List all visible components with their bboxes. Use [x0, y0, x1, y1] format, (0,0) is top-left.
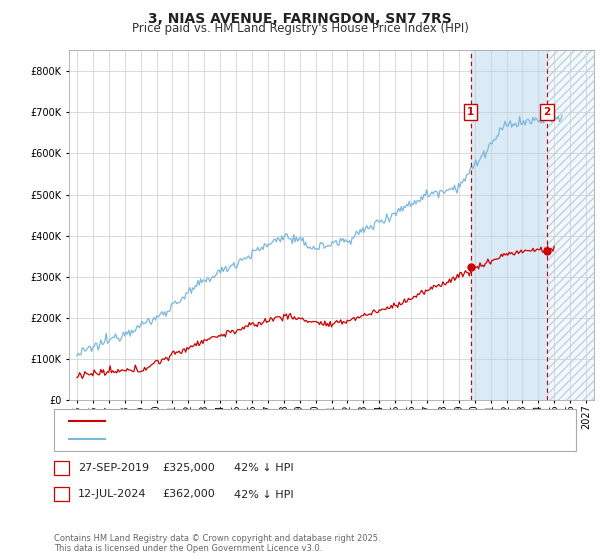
- Bar: [470, 50, 547, 400]
- Text: 1: 1: [467, 107, 474, 117]
- Text: 2: 2: [58, 489, 65, 500]
- Text: 3, NIAS AVENUE, FARINGDON, SN7 7RS: 3, NIAS AVENUE, FARINGDON, SN7 7RS: [148, 12, 452, 26]
- Text: 1: 1: [58, 463, 65, 473]
- Text: Price paid vs. HM Land Registry's House Price Index (HPI): Price paid vs. HM Land Registry's House …: [131, 22, 469, 35]
- Text: 2: 2: [543, 107, 550, 117]
- Text: HPI: Average price, detached house, Vale of White Horse: HPI: Average price, detached house, Vale…: [110, 434, 406, 444]
- Text: Contains HM Land Registry data © Crown copyright and database right 2025.
This d: Contains HM Land Registry data © Crown c…: [54, 534, 380, 553]
- Text: 42% ↓ HPI: 42% ↓ HPI: [234, 489, 293, 500]
- Text: 27-SEP-2019: 27-SEP-2019: [78, 463, 149, 473]
- Text: 42% ↓ HPI: 42% ↓ HPI: [234, 463, 293, 473]
- Text: 3, NIAS AVENUE, FARINGDON, SN7 7RS (detached house): 3, NIAS AVENUE, FARINGDON, SN7 7RS (deta…: [110, 416, 407, 426]
- Bar: [547, 50, 594, 400]
- Text: £362,000: £362,000: [162, 489, 215, 500]
- Bar: [547, 50, 594, 400]
- Text: £325,000: £325,000: [162, 463, 215, 473]
- Text: 12-JUL-2024: 12-JUL-2024: [78, 489, 146, 500]
